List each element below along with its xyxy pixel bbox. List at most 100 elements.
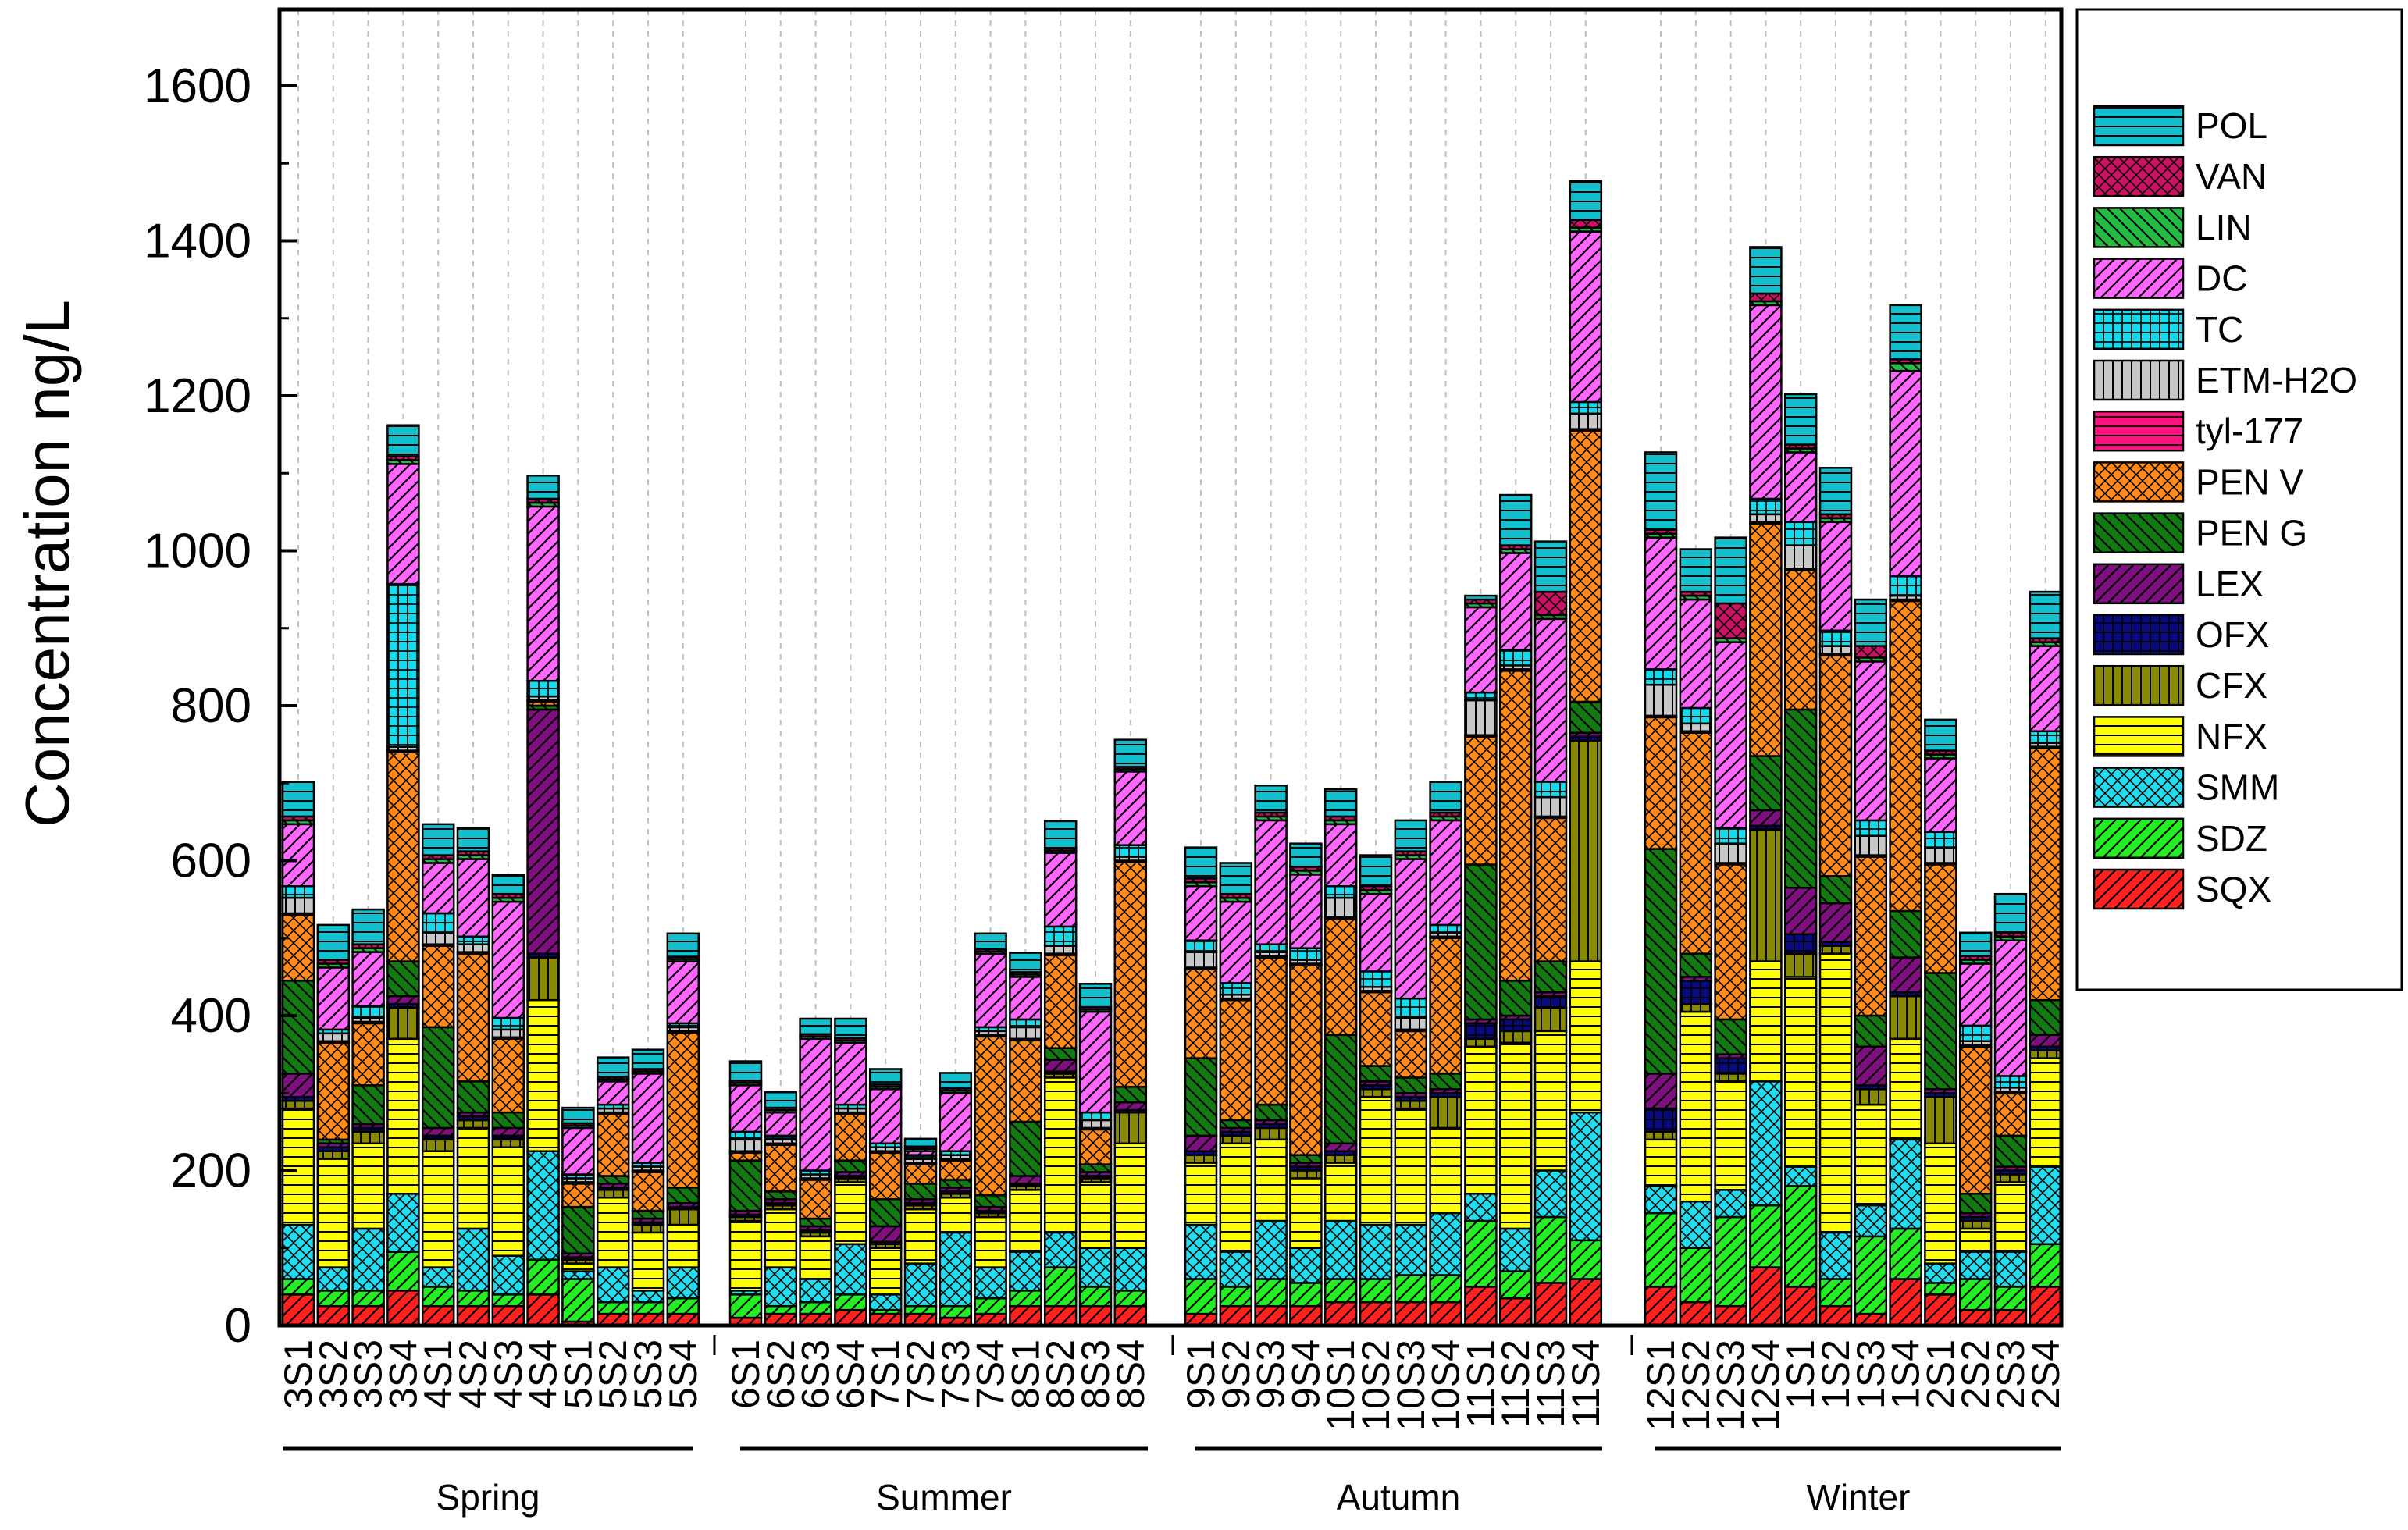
- bar-segment-outline: [1254, 1103, 1288, 1122]
- bar-segment-outline: [1009, 1026, 1042, 1041]
- bar-segment-outline: [1359, 1088, 1393, 1098]
- bar-segment-outline: [1889, 1278, 1922, 1327]
- bar-segment-outline: [281, 1278, 315, 1296]
- bar-segment-outline: [1818, 521, 1853, 632]
- bar-segment-outline: [1889, 600, 1922, 913]
- x-tick-label: 3S4: [381, 1340, 425, 1409]
- bar-segment-outline: [1394, 1274, 1428, 1304]
- season-label: Spring: [436, 1477, 540, 1518]
- bar-segment-outline: [1958, 1024, 1993, 1043]
- bar-segment-outline: [1958, 1193, 1993, 1215]
- bar-segment-outline: [1219, 1286, 1253, 1308]
- bar-segment-outline: [1078, 1119, 1113, 1130]
- x-tick-label: 10S3: [1389, 1340, 1433, 1431]
- bar-segment-outline: [1854, 1103, 1888, 1207]
- bar-segment-outline: [421, 1286, 455, 1308]
- bar-segment-outline: [1749, 497, 1783, 516]
- bar-segment-outline: [1993, 1251, 2028, 1288]
- x-tick-label: 12S2: [1674, 1340, 1718, 1431]
- bar-segment-outline: [386, 994, 420, 1005]
- bar-segment-outline: [1043, 820, 1078, 849]
- bar-segment-outline: [351, 1130, 385, 1145]
- bar-segment-outline: [1993, 1181, 2028, 1253]
- bar-segment-outline: [1644, 536, 1678, 671]
- bar-segment-outline: [1533, 1215, 1568, 1284]
- bar-segment-outline: [939, 1231, 973, 1308]
- bar-segment-outline: [1359, 854, 1393, 888]
- bar-stack-10S2: [1359, 854, 1393, 1327]
- bar-segment-outline: [1254, 1138, 1288, 1222]
- bar-segment-outline: [1783, 976, 1818, 1168]
- bar-segment-outline: [1078, 1128, 1113, 1165]
- bar-segment-outline: [1043, 1076, 1078, 1234]
- y-tick-label: 1400: [144, 215, 251, 269]
- bar-segment-outline: [1359, 1095, 1393, 1226]
- bar-segment-outline: [1219, 1251, 1253, 1288]
- bar-segment-outline: [456, 1290, 490, 1308]
- bar-segment-outline: [1323, 823, 1358, 888]
- bar-segment-outline: [764, 1208, 798, 1268]
- bar-segment-outline: [834, 1041, 867, 1106]
- bar-segment-outline: [1714, 1189, 1747, 1219]
- bar-segment-outline: [1184, 885, 1218, 941]
- bar-stack-3S1: [281, 781, 315, 1327]
- bar-segment-outline: [1043, 1047, 1078, 1061]
- bar-segment-outline: [1289, 1154, 1323, 1164]
- bar-segment-outline: [666, 1266, 700, 1300]
- bar-segment-outline: [1184, 968, 1218, 1059]
- bar-stack-9S2: [1219, 862, 1253, 1327]
- bar-segment-outline: [1958, 1045, 1993, 1195]
- x-tick-label: 1S1: [1779, 1340, 1822, 1409]
- bar-segment-outline: [421, 1126, 455, 1137]
- bar-segment-outline: [728, 1293, 763, 1319]
- bar-segment-outline: [728, 1084, 763, 1133]
- bar-stack-3S2: [316, 923, 351, 1327]
- bar-segment-outline: [1464, 1286, 1498, 1327]
- bar-segment-outline: [728, 1151, 763, 1162]
- bar-segment-outline: [1429, 1095, 1462, 1130]
- bar-segment-outline: [903, 1183, 938, 1201]
- x-tick-label: 7S4: [969, 1340, 1013, 1409]
- bar-segment-outline: [281, 885, 315, 899]
- bar-segment-outline: [316, 1266, 351, 1292]
- bar-segment-outline: [386, 1006, 420, 1041]
- bar-stack-11S3: [1533, 540, 1568, 1327]
- bar-segment-outline: [1219, 1119, 1253, 1130]
- bar-segment-outline: [421, 1150, 455, 1268]
- bar-segment-outline: [799, 1017, 832, 1036]
- bar-segment-outline: [666, 1208, 700, 1226]
- bar-segment-outline: [456, 943, 490, 953]
- legend-swatch-outline: [2093, 664, 2185, 706]
- bar-segment-outline: [1113, 844, 1148, 858]
- bar-segment-outline: [1323, 896, 1358, 919]
- bar-stack-12S1: [1644, 451, 1678, 1327]
- bar-segment-outline: [2029, 747, 2063, 1002]
- bar-stack-11S2: [1498, 493, 1533, 1327]
- bar-segment-outline: [1533, 540, 1568, 593]
- bar-stack-6S4: [834, 1017, 867, 1327]
- bar-segment-outline: [1078, 1010, 1113, 1114]
- x-tick-label: 1S2: [1814, 1340, 1858, 1409]
- bar-segment-outline: [1889, 1227, 1922, 1280]
- bar-segment-outline: [666, 932, 700, 958]
- x-tick-label: 6S4: [828, 1340, 872, 1409]
- bar-segment-outline: [351, 1022, 385, 1087]
- bar-segment-outline: [1818, 945, 1853, 955]
- bar-segment-outline: [939, 1072, 973, 1090]
- bar-segment-outline: [1644, 1130, 1678, 1141]
- bar-segment-outline: [1113, 1142, 1148, 1249]
- bar-segment-outline: [868, 1151, 903, 1201]
- bar-segment-outline: [1569, 230, 1603, 404]
- bar-segment-outline: [491, 1254, 525, 1296]
- bar-segment-outline: [1184, 1223, 1218, 1280]
- bar-stack-2S4: [2029, 590, 2063, 1327]
- bar-segment-outline: [1958, 931, 1993, 957]
- bar-segment-outline: [868, 1247, 903, 1296]
- bar-segment-outline: [1783, 451, 1818, 524]
- bar-segment-outline: [631, 1048, 665, 1070]
- bar-segment-outline: [939, 1196, 973, 1234]
- bar-segment-outline: [386, 960, 420, 998]
- legend: POL VAN LIN DC TC ETM-H2O tyl-177 PEN V PEN G LEX…: [2075, 8, 2403, 991]
- bar-segment-outline: [1498, 552, 1533, 651]
- bar-segment-outline: [1958, 1308, 1993, 1327]
